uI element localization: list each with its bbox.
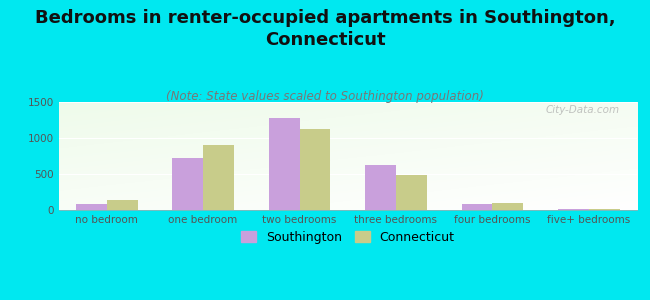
Bar xyxy=(76,204,107,210)
Text: City-Data.com: City-Data.com xyxy=(545,105,619,115)
Bar xyxy=(300,129,330,210)
Bar xyxy=(558,209,589,210)
Bar xyxy=(107,200,138,210)
Text: (Note: State values scaled to Southington population): (Note: State values scaled to Southingto… xyxy=(166,90,484,103)
Bar xyxy=(172,158,203,210)
Bar xyxy=(396,175,427,210)
Legend: Southington, Connecticut: Southington, Connecticut xyxy=(236,226,460,249)
Bar xyxy=(268,118,300,210)
Bar xyxy=(493,203,523,210)
Bar xyxy=(365,165,396,210)
Bar xyxy=(203,145,234,210)
Bar xyxy=(462,204,492,210)
Text: Bedrooms in renter-occupied apartments in Southington,
Connecticut: Bedrooms in renter-occupied apartments i… xyxy=(34,9,616,49)
Bar xyxy=(589,209,619,210)
